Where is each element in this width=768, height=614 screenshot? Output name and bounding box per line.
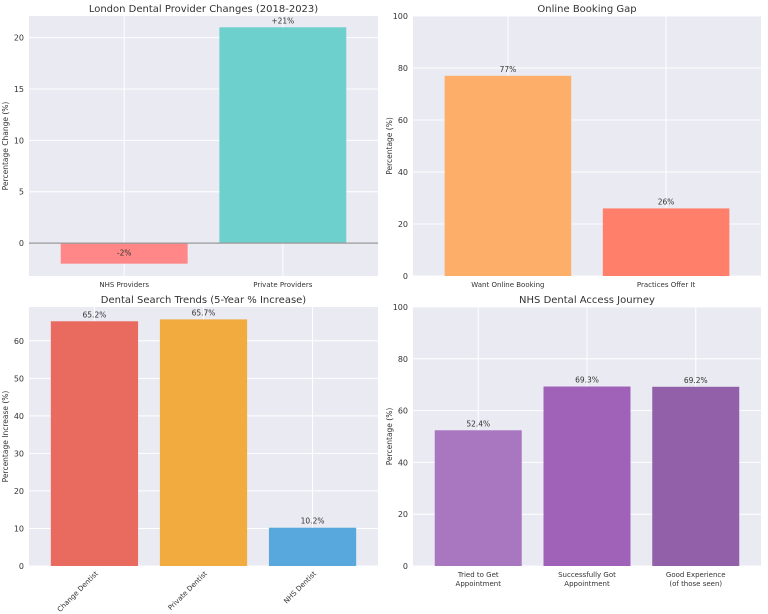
bar xyxy=(434,430,522,566)
bar xyxy=(219,27,347,244)
data-label: 77% xyxy=(500,65,517,74)
y-tick-label: 0 xyxy=(403,562,408,571)
x-tick-label: Appointment xyxy=(564,580,610,588)
y-tick-label: 80 xyxy=(398,64,408,73)
bar xyxy=(268,527,357,566)
y-tick-label: 30 xyxy=(14,449,24,458)
data-label: 69.2% xyxy=(684,376,708,385)
x-tick-label: Tried to Get xyxy=(457,571,499,579)
x-tick-label: Private Providers xyxy=(253,281,312,289)
x-tick-label: NHS Dentist xyxy=(282,570,318,606)
data-label: 26% xyxy=(658,197,675,206)
y-tick-label: 20 xyxy=(14,34,24,43)
x-tick-label: (of those seen) xyxy=(669,580,722,588)
y-tick-label: 20 xyxy=(398,510,408,519)
subplot-3: 0 10 20 30 40 50 60 65.2% Change Dentist 65.7% Pri… xyxy=(1,295,378,614)
y-tick-label: 5 xyxy=(19,188,24,197)
bar xyxy=(602,208,730,276)
bar xyxy=(159,319,248,566)
bar xyxy=(543,386,631,566)
x-tick-label: Successfully Got xyxy=(558,571,616,579)
y-tick-label: 0 xyxy=(403,272,408,281)
x-tick-label: NHS Providers xyxy=(99,281,149,289)
bar xyxy=(652,386,740,566)
subplot-1: 0 5 10 15 20 -2% NHS Providers +21% Private Prov… xyxy=(1,4,378,289)
bar xyxy=(444,75,572,276)
data-label: +21% xyxy=(271,16,294,25)
y-tick-label: 60 xyxy=(14,337,24,346)
x-tick-label: Change Dentist xyxy=(56,570,100,614)
y-tick-label: 10 xyxy=(14,136,24,145)
data-label: 65.2% xyxy=(83,310,107,319)
y-axis-label: Percentage (%) xyxy=(385,408,394,466)
y-tick-label: 40 xyxy=(14,412,24,421)
y-tick-label: 100 xyxy=(393,12,408,21)
y-tick-label: 10 xyxy=(14,524,24,533)
x-tick-label: Practices Offer It xyxy=(637,281,696,289)
data-label: 69.3% xyxy=(575,376,599,385)
y-tick-label: 60 xyxy=(398,116,408,125)
y-tick-label: 50 xyxy=(14,374,24,383)
y-axis-label: Percentage (%) xyxy=(385,117,394,175)
y-axis-label: Percentage Increase (%) xyxy=(1,391,10,483)
y-tick-label: 60 xyxy=(398,407,408,416)
bar xyxy=(50,321,139,566)
y-tick-label: 15 xyxy=(14,85,24,94)
y-tick-label: 40 xyxy=(398,458,408,467)
y-tick-label: 0 xyxy=(19,562,24,571)
y-tick-label: 80 xyxy=(398,355,408,364)
chart-title: Dental Search Trends (5-Year % Increase) xyxy=(101,295,307,306)
y-tick-label: 20 xyxy=(14,487,24,496)
y-tick-label: 40 xyxy=(398,168,408,177)
data-label: 52.4% xyxy=(466,419,490,428)
y-axis-label: Percentage Change (%) xyxy=(1,102,10,191)
subplot-2: 0 20 40 60 80 100 77% Want Online Booking 26% Pra… xyxy=(385,4,761,289)
y-tick-label: 0 xyxy=(19,239,24,248)
data-label: -2% xyxy=(117,249,132,258)
bar xyxy=(60,243,188,264)
x-tick-label: Good Experience xyxy=(666,571,726,579)
x-tick-label: Appointment xyxy=(456,580,502,588)
data-label: 65.7% xyxy=(192,308,216,317)
chart-title: Online Booking Gap xyxy=(537,4,636,15)
data-label: 10.2% xyxy=(301,517,325,526)
x-tick-label: Private Dentist xyxy=(167,570,209,612)
y-tick-label: 100 xyxy=(393,303,408,312)
x-tick-label: Want Online Booking xyxy=(471,281,544,289)
y-tick-label: 20 xyxy=(398,220,408,229)
chart-title: London Dental Provider Changes (2018-202… xyxy=(89,4,318,15)
chart-title: NHS Dental Access Journey xyxy=(519,295,655,306)
